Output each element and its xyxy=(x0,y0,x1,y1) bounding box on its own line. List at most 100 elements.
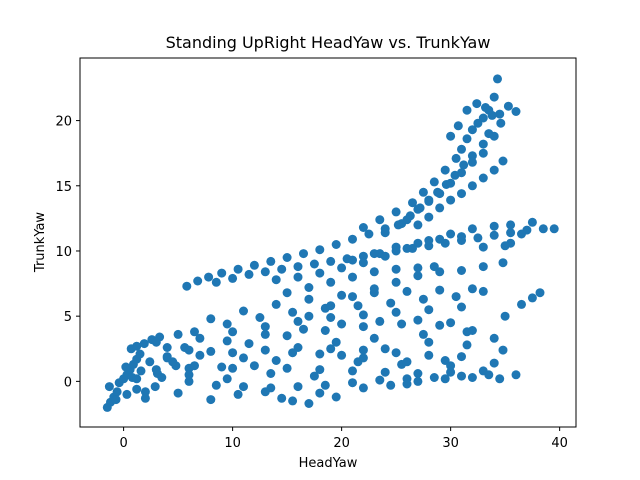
data-point xyxy=(358,322,368,332)
data-point xyxy=(487,110,497,120)
data-point xyxy=(500,311,510,321)
data-point xyxy=(517,229,526,239)
data-point xyxy=(478,242,488,252)
data-point xyxy=(393,220,403,230)
data-point xyxy=(369,333,379,343)
data-point xyxy=(358,383,368,393)
data-point xyxy=(538,224,548,234)
data-point xyxy=(288,396,298,406)
data-point xyxy=(457,371,466,381)
data-point xyxy=(266,369,276,378)
data-point xyxy=(435,320,445,330)
data-point xyxy=(496,118,506,128)
data-point xyxy=(467,181,477,191)
data-point xyxy=(353,301,363,311)
data-point xyxy=(348,272,357,282)
data-point xyxy=(457,266,466,275)
data-point xyxy=(244,339,254,349)
data-point xyxy=(304,311,314,321)
data-point xyxy=(549,224,559,234)
data-point xyxy=(446,229,456,239)
data-point xyxy=(440,374,450,384)
data-point xyxy=(309,371,319,381)
data-point xyxy=(337,263,347,273)
data-point xyxy=(457,168,466,178)
data-point xyxy=(506,228,516,238)
data-point xyxy=(293,272,303,282)
data-point xyxy=(111,395,121,405)
data-point xyxy=(299,324,308,334)
data-point xyxy=(358,258,368,268)
data-point xyxy=(446,318,456,328)
data-point xyxy=(326,277,336,287)
data-point xyxy=(320,380,330,390)
data-point xyxy=(498,258,508,268)
data-point xyxy=(435,203,445,213)
data-point xyxy=(391,348,401,358)
data-point xyxy=(489,92,499,102)
y-tick-label: 5 xyxy=(64,310,72,325)
data-point xyxy=(478,139,488,149)
data-point xyxy=(500,241,510,251)
data-point xyxy=(435,285,445,295)
data-point xyxy=(145,357,155,367)
data-point xyxy=(478,148,488,158)
data-point xyxy=(222,336,232,346)
data-point xyxy=(195,350,205,360)
data-point xyxy=(277,393,287,403)
data-point xyxy=(473,233,483,243)
data-point xyxy=(413,271,423,281)
data-point xyxy=(315,388,325,398)
x-tick-label: 0 xyxy=(119,436,127,451)
data-point xyxy=(304,399,314,408)
data-point xyxy=(498,156,508,166)
data-point xyxy=(315,268,325,278)
data-point xyxy=(451,153,461,163)
data-point xyxy=(282,288,292,298)
data-point xyxy=(136,366,146,376)
x-tick-label: 10 xyxy=(224,436,241,451)
data-point xyxy=(182,281,192,291)
data-point xyxy=(467,373,477,382)
data-point xyxy=(457,144,466,154)
data-point xyxy=(493,74,502,84)
data-point xyxy=(446,195,456,205)
x-axis-label: HeadYaw xyxy=(299,456,358,471)
data-point xyxy=(157,373,167,382)
data-point xyxy=(375,316,385,326)
data-point xyxy=(446,367,456,377)
data-point xyxy=(459,160,469,170)
data-point xyxy=(293,262,303,272)
data-point xyxy=(418,329,428,339)
data-point xyxy=(309,259,319,269)
data-point xyxy=(408,198,417,208)
data-point xyxy=(228,363,238,373)
data-point xyxy=(135,349,145,359)
data-point xyxy=(222,319,232,329)
data-point xyxy=(266,256,276,266)
data-point xyxy=(397,319,407,329)
data-point xyxy=(413,376,423,386)
data-point xyxy=(402,215,412,225)
data-point xyxy=(282,253,292,262)
data-point xyxy=(184,370,194,380)
data-point xyxy=(326,344,336,354)
data-point xyxy=(271,299,281,309)
data-point xyxy=(435,267,445,277)
data-point xyxy=(206,346,216,356)
x-tick-label: 30 xyxy=(442,436,459,451)
data-point xyxy=(206,314,216,324)
y-axis-label: TrunkYaw xyxy=(33,212,48,273)
data-point xyxy=(348,255,357,265)
data-point xyxy=(380,344,390,354)
data-point xyxy=(151,337,161,347)
data-point xyxy=(348,366,357,376)
data-point xyxy=(391,307,401,317)
data-point xyxy=(331,240,341,249)
data-point xyxy=(348,292,357,302)
data-point xyxy=(282,363,292,373)
data-point xyxy=(140,387,150,397)
data-point xyxy=(288,307,298,317)
data-point xyxy=(478,173,488,183)
data-point xyxy=(315,245,325,255)
